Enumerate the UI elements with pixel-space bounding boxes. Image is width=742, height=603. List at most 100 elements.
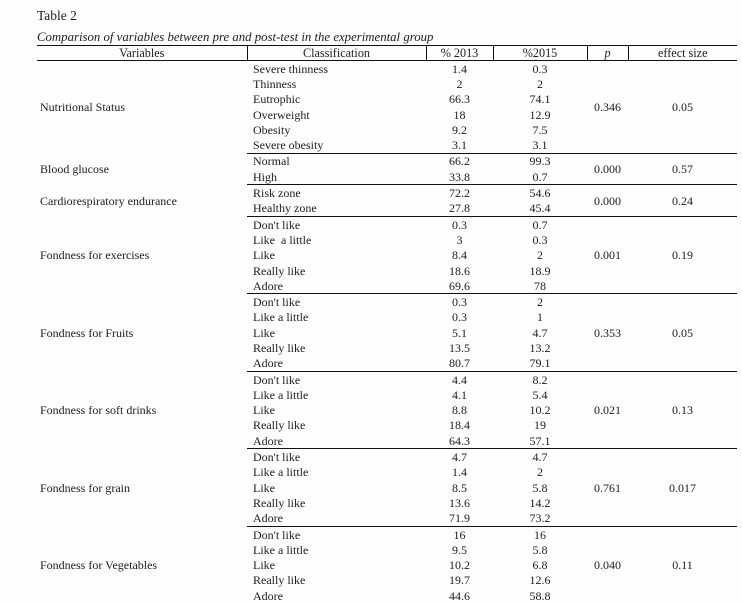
- table-row: Cardiorespiratory endurance Risk zone 72…: [37, 184, 737, 217]
- classification-cell: Don't like: [247, 526, 426, 542]
- value-2015: 1: [537, 310, 543, 325]
- table-number: Table 2: [37, 8, 77, 23]
- column-header-2013: % 2013: [425, 45, 493, 61]
- value-2015: 12.6: [529, 573, 551, 588]
- classification-cell: Really like: [253, 263, 306, 278]
- table-row: Really like 13.5 13.2: [37, 340, 737, 355]
- table-row: Like a little 1.4 2: [37, 465, 737, 480]
- value-2013: 66.2: [426, 153, 493, 169]
- classification-cell: Eutrophic: [253, 92, 301, 107]
- p-value: 0.353: [587, 293, 628, 372]
- value-2015: 0.3: [532, 232, 548, 247]
- value-2015: 19: [534, 418, 546, 433]
- classification-cell: Normal: [247, 153, 426, 169]
- column-header-effect-size: effect size: [627, 45, 737, 61]
- value-2015: 18.9: [529, 263, 551, 278]
- comparison-table: Variables Classification % 2013 %2015 p …: [37, 45, 737, 603]
- value-2013: 66.3: [449, 92, 470, 107]
- value-2015: 7.5: [532, 122, 548, 137]
- classification-cell: Like a little: [253, 387, 309, 402]
- table-row: Fondness for soft drinks Don't like 4.4 …: [37, 371, 737, 450]
- table-row: Like 8.5 5.8: [37, 480, 737, 495]
- value-2013: 8.4: [452, 248, 467, 263]
- value-2013: 18.6: [449, 263, 470, 278]
- p-value: 0.000: [587, 184, 628, 217]
- table-row: High 33.8 0.7: [37, 169, 737, 186]
- table-header: Variables Classification % 2013 %2015 p …: [37, 45, 737, 61]
- column-header-p: p: [586, 45, 628, 61]
- variable-name: Blood glucose: [40, 162, 109, 177]
- value-2013: 0.3: [452, 310, 467, 325]
- value-2013: 8.8: [452, 403, 467, 418]
- value-2015: 2: [537, 465, 543, 480]
- classification-cell: Adore: [247, 355, 426, 372]
- table-row: Fondness for grain Don't like 4.7 4.7 0.…: [37, 448, 737, 527]
- table-row: Fondness for Fruits Don't like 0.3 2 0.3…: [37, 293, 737, 372]
- value-2015: 57.1: [493, 433, 587, 450]
- value-2015: 0.3: [493, 61, 587, 77]
- value-2013: 72.2: [426, 185, 493, 201]
- table-row: Adore 44.6 58.8: [37, 588, 737, 603]
- value-2015: 12.9: [529, 107, 551, 122]
- table-row: Like 8.4 2: [37, 248, 737, 263]
- value-2015: 78: [493, 278, 587, 295]
- value-2013: 18: [453, 107, 466, 122]
- classification-cell: Really like: [253, 495, 306, 510]
- table-row: Really like 18.4 19: [37, 418, 737, 433]
- table-row: Thinness 2 2: [37, 76, 737, 91]
- value-2013: 10.2: [449, 558, 470, 573]
- classification-cell: Really like: [253, 573, 306, 588]
- variable-name: Fondness for Vegetables: [37, 526, 247, 603]
- value-2013: 13.6: [449, 495, 470, 510]
- value-2013: 4.7: [426, 449, 493, 465]
- value-2013: 13.5: [449, 340, 470, 355]
- section-fondness-vegetables: Fondness for Vegetables Don't like 16 16…: [37, 526, 737, 603]
- effect-size-value: 0.57: [628, 153, 737, 186]
- value-2015: 14.2: [529, 495, 551, 510]
- table-row: Severe obesity 3.1 3.1: [37, 137, 737, 154]
- classification-cell: Don't like: [247, 371, 426, 387]
- value-2015: 79.1: [493, 355, 587, 372]
- variable-name: Nutritional Status: [40, 100, 125, 115]
- classification-cell: Like: [253, 325, 275, 340]
- table-row: Fondness for exercises Don't like 0.3 0.…: [37, 216, 737, 295]
- classification-cell: Really like: [253, 418, 306, 433]
- variable-name: Fondness for soft drinks: [40, 403, 157, 418]
- section-nutritional-status: Nutritional Status Severe thinness 1.4 0…: [37, 60, 737, 154]
- p-value: 0.040: [587, 526, 628, 603]
- value-2013: 0.3: [426, 216, 493, 232]
- classification-cell: Overweight: [253, 107, 310, 122]
- classification-cell: Don't like: [247, 216, 426, 232]
- effect-size-value: 0.13: [628, 371, 737, 450]
- table-row: Overweight 18 12.9: [37, 107, 737, 122]
- classification-cell: Adore: [247, 433, 426, 450]
- value-2013: 1.4: [426, 61, 493, 77]
- value-2013: 44.6: [426, 588, 493, 603]
- classification-cell: Adore: [247, 588, 426, 603]
- value-2015: 73.2: [493, 510, 587, 527]
- variable-name: Cardiorespiratory endurance: [40, 193, 177, 208]
- table-row: Like a little 9.5 5.8: [37, 542, 737, 557]
- classification-cell: Obesity: [253, 122, 291, 137]
- effect-size-value: 0.24: [628, 184, 737, 217]
- section-fondness-grain: Fondness for grain Don't like 4.7 4.7 0.…: [37, 448, 737, 527]
- table-row: Adore 80.7 79.1: [37, 355, 737, 372]
- value-2013: 80.7: [426, 355, 493, 372]
- p-value: 0.021: [587, 371, 628, 450]
- section-fondness-fruits: Fondness for Fruits Don't like 0.3 2 0.3…: [37, 293, 737, 372]
- section-blood-glucose: Blood glucose Normal 66.2 99.3 0.000 0.5…: [37, 153, 737, 186]
- p-value: 0.001: [587, 216, 628, 295]
- table-row: Like 5.1 4.7: [37, 325, 737, 340]
- value-2013: 5.1: [452, 325, 467, 340]
- variable-name: Fondness for Fruits: [40, 325, 134, 340]
- value-2013: 1.4: [452, 465, 467, 480]
- effect-size-value: 0.017: [628, 448, 737, 527]
- value-2015: 16: [493, 526, 587, 542]
- column-header-classification: Classification: [246, 45, 426, 61]
- table-row: Adore 64.3 57.1: [37, 433, 737, 450]
- classification-cell: Adore: [247, 278, 426, 295]
- table-row: Like a little 0.3 1: [37, 310, 737, 325]
- effect-size-value: 0.05: [628, 293, 737, 372]
- value-2013: 64.3: [426, 433, 493, 450]
